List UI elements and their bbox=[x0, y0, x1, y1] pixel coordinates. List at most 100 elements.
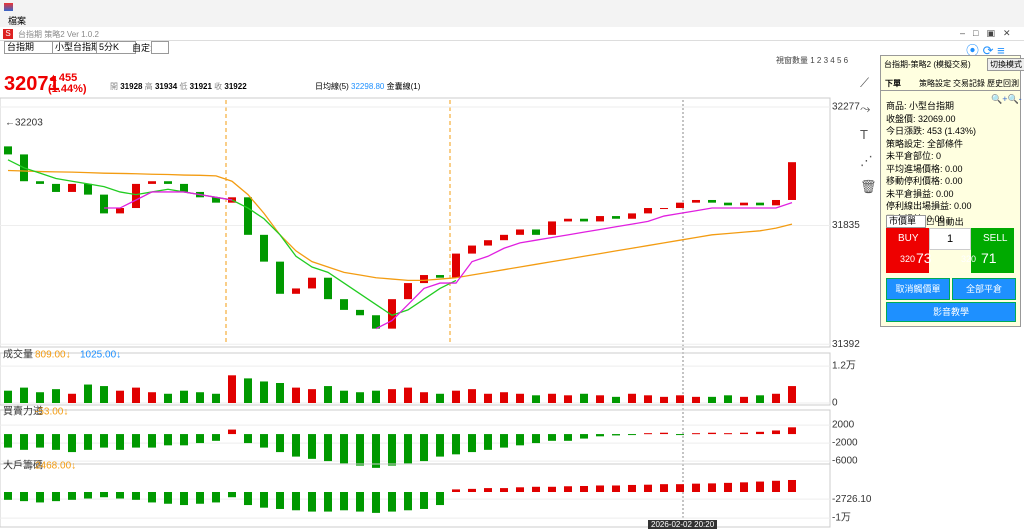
bar bbox=[388, 492, 396, 512]
bar bbox=[276, 434, 284, 453]
tab[interactable]: 策略設定 bbox=[919, 79, 951, 88]
bar bbox=[180, 434, 188, 446]
candle bbox=[580, 218, 588, 222]
custom-label: 自定: bbox=[132, 43, 153, 53]
bar bbox=[692, 433, 700, 435]
bar bbox=[164, 393, 172, 403]
window-title: 台指期 策略2 Ver 1.0.2 bbox=[18, 30, 99, 39]
tab[interactable]: 下單 bbox=[885, 79, 901, 88]
bar bbox=[516, 434, 524, 446]
candle bbox=[436, 275, 444, 278]
bar bbox=[276, 492, 284, 509]
y-tick-label: 0 bbox=[832, 398, 838, 409]
bar bbox=[516, 393, 524, 403]
product-select[interactable]: 台指期 bbox=[4, 41, 54, 54]
bar bbox=[52, 492, 60, 502]
bar bbox=[404, 434, 412, 464]
qty[interactable]: 1 bbox=[929, 228, 971, 250]
bar bbox=[68, 434, 76, 453]
bar bbox=[388, 389, 396, 403]
bar bbox=[356, 392, 364, 403]
label: 金囊線(1) bbox=[386, 82, 421, 91]
window-count-option: 5 bbox=[836, 56, 842, 65]
bar bbox=[372, 390, 380, 403]
bar bbox=[308, 434, 316, 459]
bar bbox=[100, 492, 108, 498]
close-all-button[interactable]: 全部平倉 bbox=[952, 278, 1016, 300]
sell-prefix: 320 bbox=[961, 254, 977, 264]
window-controls[interactable]: –□▣✕ bbox=[960, 28, 1019, 38]
sell-button[interactable]: SELL 320 71 bbox=[961, 228, 1014, 273]
bar bbox=[436, 492, 444, 506]
candle bbox=[548, 221, 556, 235]
bar bbox=[484, 393, 492, 403]
bar bbox=[500, 434, 508, 448]
candle bbox=[452, 253, 460, 278]
bar bbox=[484, 434, 492, 450]
ohlc: 開 31928 高 31934 低 31921 收 31922 bbox=[110, 81, 247, 92]
bar bbox=[420, 434, 428, 462]
change-pct: (1.44%) bbox=[48, 83, 87, 95]
candle bbox=[260, 234, 268, 262]
bar bbox=[20, 434, 28, 450]
candle bbox=[596, 216, 604, 222]
tabs: 下單 策略設定 交易記錄 歷史回測 bbox=[881, 76, 1020, 91]
candle bbox=[212, 197, 220, 203]
bar bbox=[468, 389, 476, 403]
auto-exit[interactable]: ☐ 自動出 bbox=[926, 217, 964, 227]
order-type[interactable]: 市價單 bbox=[886, 215, 926, 228]
bar bbox=[308, 492, 316, 512]
bar bbox=[452, 390, 460, 403]
candle bbox=[68, 183, 76, 192]
bar bbox=[228, 429, 236, 435]
panel-border bbox=[0, 352, 831, 406]
bar bbox=[84, 384, 92, 403]
panel-border bbox=[0, 463, 831, 528]
candle bbox=[532, 229, 540, 235]
bar bbox=[788, 427, 796, 435]
buy-suffix: 73 bbox=[916, 250, 932, 266]
video-button[interactable]: 影音教學 bbox=[886, 302, 1016, 322]
bar bbox=[36, 492, 44, 503]
buy-button[interactable]: BUY 320 73 bbox=[886, 228, 932, 273]
bar bbox=[788, 386, 796, 403]
window-count-option: 3 bbox=[823, 56, 829, 65]
zoom[interactable]: 🔍+🔍- bbox=[991, 94, 1022, 104]
candle bbox=[404, 283, 412, 300]
bar bbox=[132, 387, 140, 403]
candle bbox=[708, 199, 716, 203]
bar bbox=[100, 434, 108, 448]
mode-button[interactable]: 切換模式 bbox=[987, 58, 1024, 71]
bar bbox=[724, 482, 732, 493]
bar bbox=[628, 484, 636, 493]
tab[interactable]: 交易記錄 bbox=[953, 79, 985, 88]
bar bbox=[692, 483, 700, 493]
bar bbox=[708, 483, 716, 493]
y-tick-label: -2726.10 bbox=[832, 494, 872, 505]
menu-item[interactable]: 檔案 bbox=[8, 16, 27, 26]
panel-title: 成交量 bbox=[3, 348, 33, 361]
y-tick-label: 32277 bbox=[832, 102, 860, 113]
bar bbox=[372, 492, 380, 513]
candle bbox=[100, 194, 108, 214]
bar bbox=[724, 395, 732, 403]
tab[interactable]: 歷史回測 bbox=[987, 79, 1019, 88]
value: 31922 bbox=[224, 82, 247, 91]
bar bbox=[404, 387, 412, 403]
top-icons[interactable]: ⦿ ⟳ ≡ bbox=[966, 43, 1005, 58]
cancel-button[interactable]: 取消觸價單 bbox=[886, 278, 950, 300]
bar bbox=[756, 395, 764, 403]
period-select[interactable]: 5分K bbox=[96, 41, 136, 54]
bar bbox=[308, 389, 316, 403]
candle bbox=[420, 275, 428, 284]
indicator-legend: 日均線(5) 32298.80 金囊線(1) bbox=[315, 81, 420, 92]
bar bbox=[340, 492, 348, 511]
bar bbox=[452, 489, 460, 493]
drawing-tools[interactable]: ⟋ ⤳ T ⋰ 🗑 bbox=[860, 75, 877, 194]
bar bbox=[324, 386, 332, 403]
candle bbox=[244, 197, 252, 235]
custom-input[interactable] bbox=[151, 41, 169, 54]
bar bbox=[500, 392, 508, 403]
bar bbox=[4, 434, 12, 448]
